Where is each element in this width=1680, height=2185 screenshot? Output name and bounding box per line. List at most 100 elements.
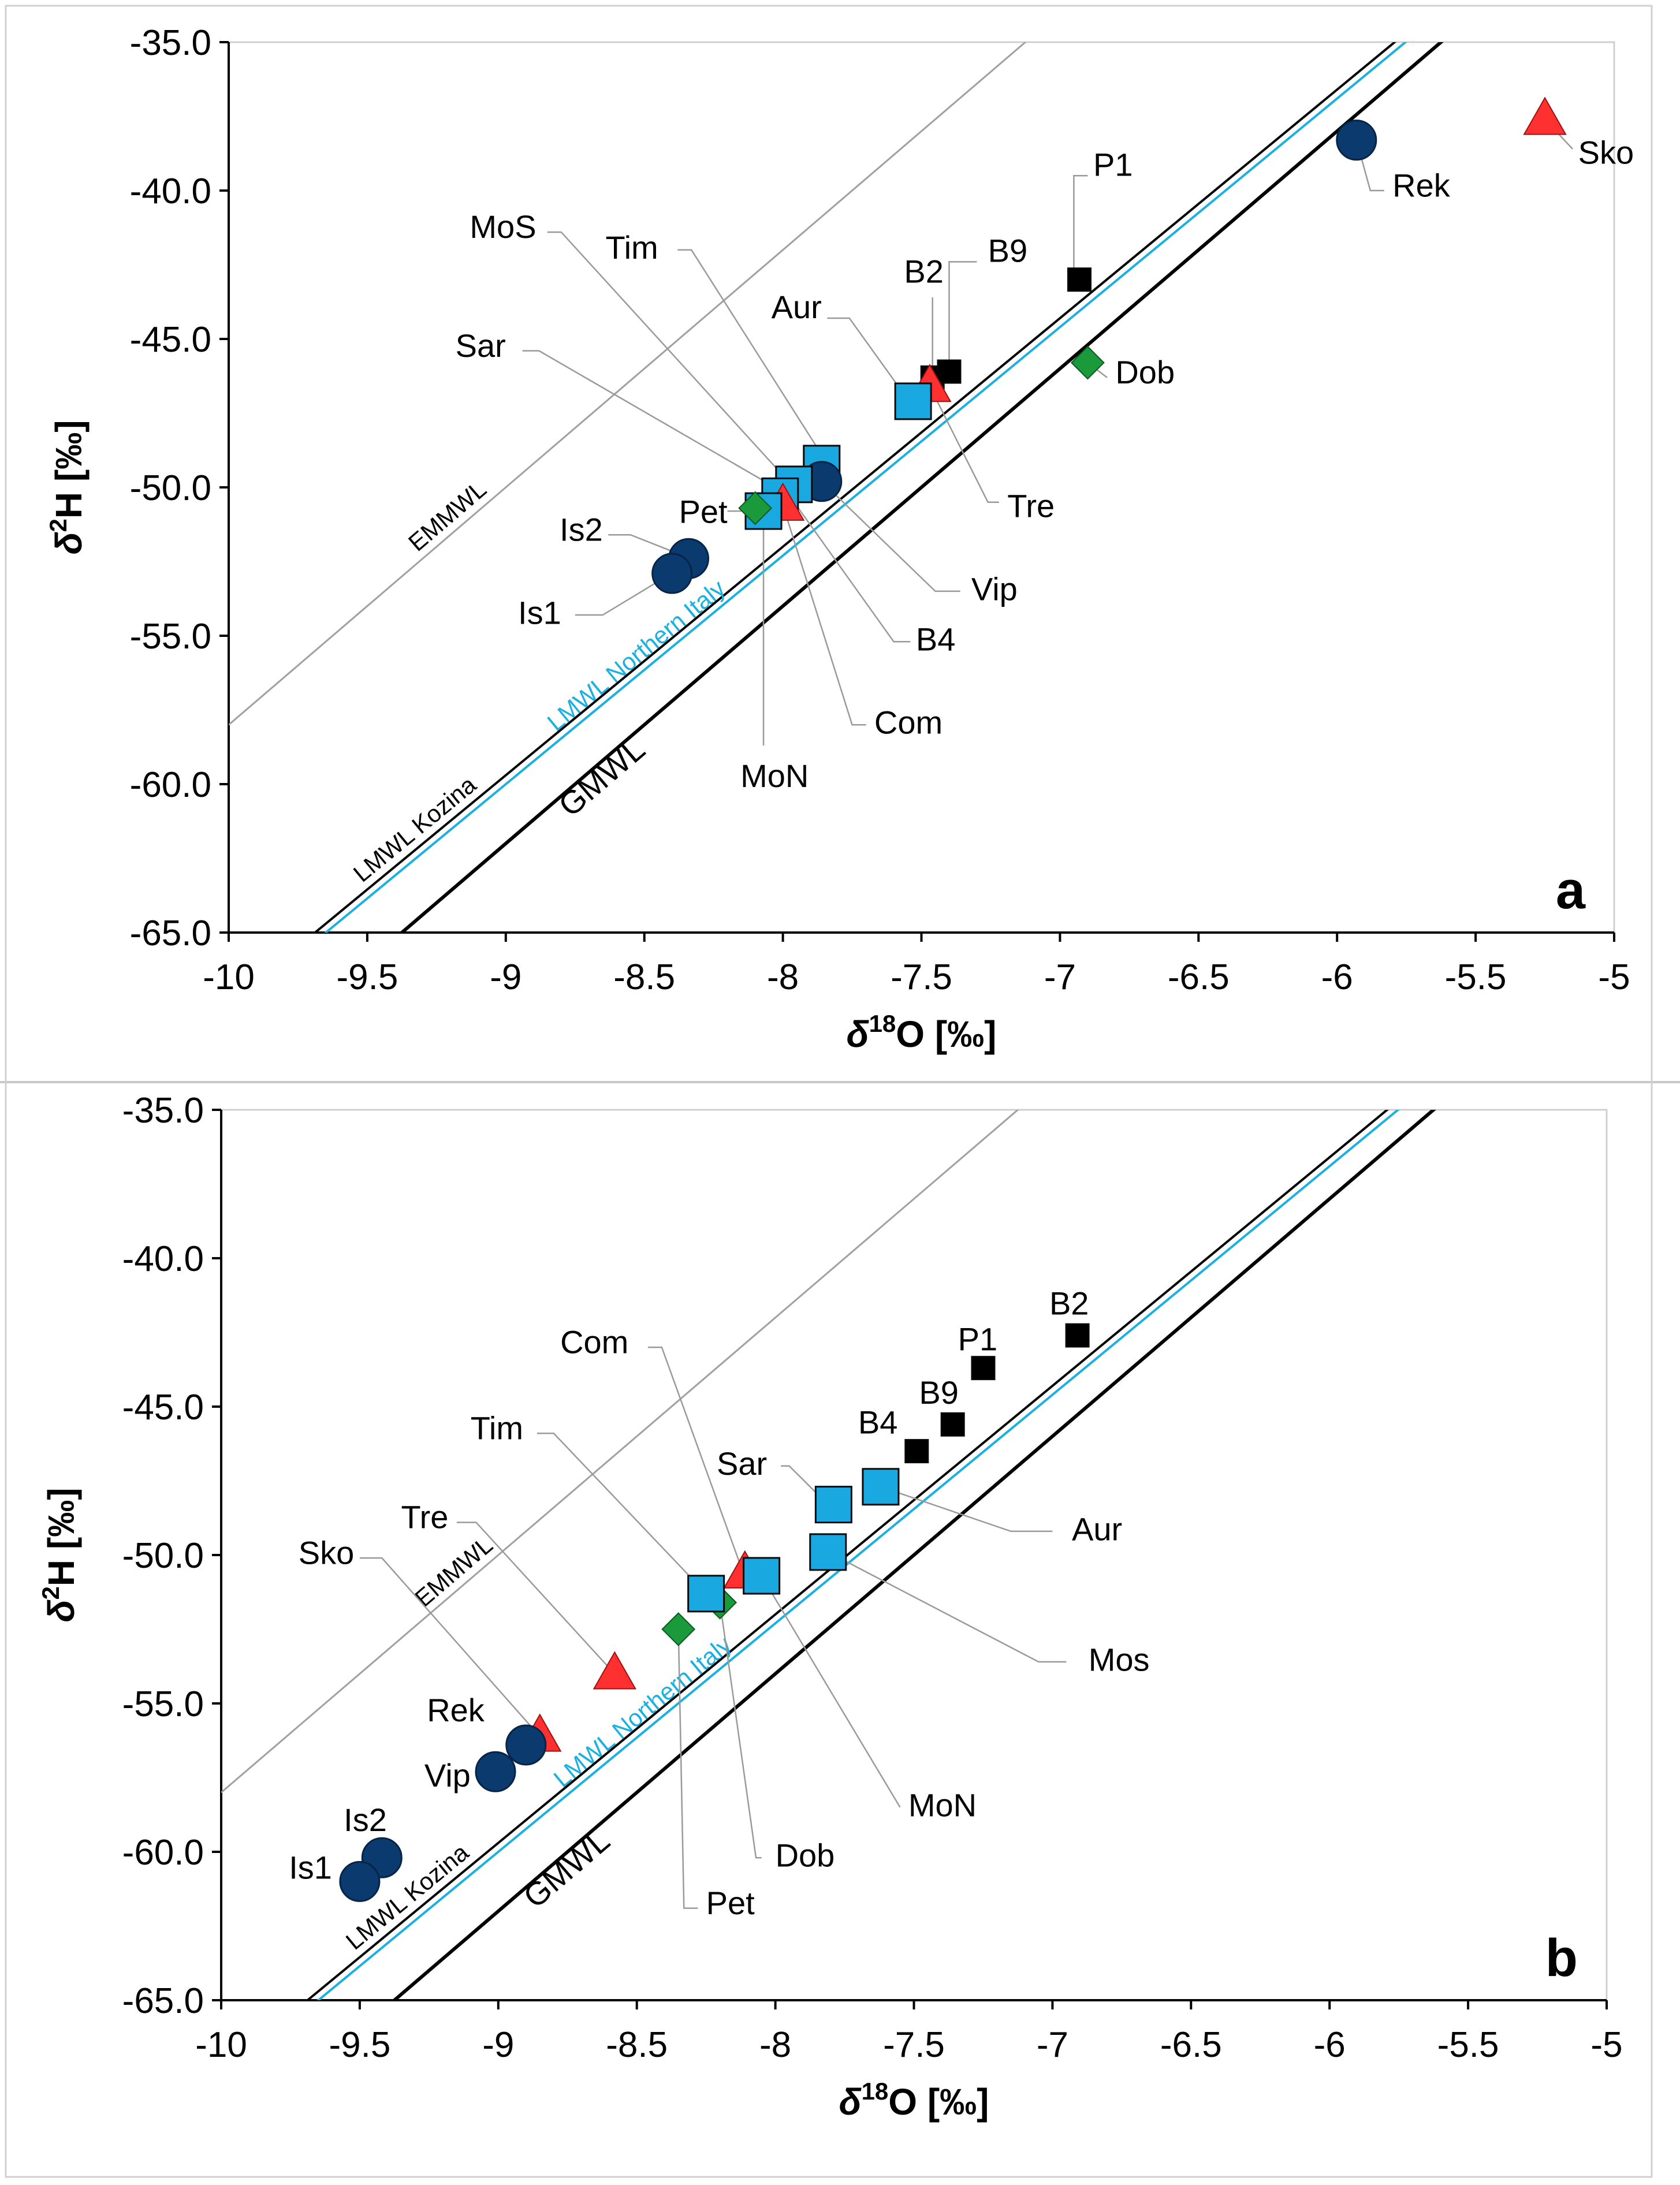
point-label-aur: Aur xyxy=(1072,1511,1122,1547)
y-tick-label: -55.0 xyxy=(130,617,211,657)
point-label-vip: Vip xyxy=(424,1757,471,1794)
x-tick-label: -6.5 xyxy=(1160,2025,1222,2065)
point-label-aur: Aur xyxy=(772,289,822,325)
point-label-tre: Tre xyxy=(401,1499,449,1535)
point-label-tim: Tim xyxy=(605,229,658,266)
y-tick-label: -60.0 xyxy=(130,765,211,805)
point-label-p1: P1 xyxy=(958,1321,998,1357)
panel-letter: a xyxy=(1556,861,1586,920)
point-label-rek: Rek xyxy=(427,1692,485,1728)
y-tick-label: -35.0 xyxy=(130,23,211,63)
point-rek xyxy=(1336,120,1377,161)
x-tick-label: -7 xyxy=(1044,957,1076,997)
point-label-mon: MoN xyxy=(740,758,809,794)
leader-line xyxy=(547,231,789,482)
point-aur xyxy=(894,382,932,420)
leader-line xyxy=(761,1575,901,1808)
leader-line xyxy=(1073,175,1088,277)
line-lmwl-northern-italy xyxy=(324,42,1407,933)
x-tick-label: -7 xyxy=(1037,2025,1068,2065)
y-tick-label: -60.0 xyxy=(122,1833,204,1873)
leader-line xyxy=(821,480,960,592)
point-label-rek: Rek xyxy=(1392,167,1451,203)
leader-line xyxy=(677,249,822,456)
y-tick-label: -45.0 xyxy=(122,1388,204,1427)
leader-line xyxy=(456,1522,610,1669)
point-label-is2: Is2 xyxy=(344,1802,387,1838)
leader-line xyxy=(359,1557,535,1731)
y-tick-label: -65.0 xyxy=(130,913,211,953)
point-label-dob: Dob xyxy=(1115,354,1175,390)
leader-line xyxy=(785,490,911,643)
point-label-mon: MoN xyxy=(908,1787,977,1823)
y-tick-label: -55.0 xyxy=(122,1684,204,1724)
x-tick-label: -8 xyxy=(767,957,799,997)
x-tick-label: -7.5 xyxy=(883,2025,945,2065)
y-tick-label: -40.0 xyxy=(122,1239,204,1279)
point-mon xyxy=(743,1557,781,1595)
point-p1 xyxy=(1067,267,1092,292)
leader-line xyxy=(929,386,999,503)
point-pet xyxy=(738,491,773,525)
leader-line xyxy=(575,576,667,616)
leader-line xyxy=(719,1602,762,1859)
point-b9 xyxy=(940,1412,965,1437)
point-label-b9: B9 xyxy=(988,232,1028,269)
x-tick-label: -8.5 xyxy=(606,2025,668,2065)
point-p1 xyxy=(971,1356,996,1381)
point-label-tim: Tim xyxy=(471,1410,523,1446)
point-label-com: Com xyxy=(560,1323,628,1360)
point-b4 xyxy=(904,1439,929,1464)
x-tick-label: -8.5 xyxy=(613,957,675,997)
leader-line xyxy=(677,1629,698,1909)
leader-line xyxy=(827,317,906,396)
x-tick-label: -5.5 xyxy=(1445,957,1507,997)
y-tick-label: -50.0 xyxy=(122,1536,204,1576)
point-sko xyxy=(1523,96,1567,135)
point-label-p1: P1 xyxy=(1093,146,1133,182)
point-tre xyxy=(593,1651,636,1690)
point-label-tre: Tre xyxy=(1007,487,1055,524)
point-label-pet: Pet xyxy=(679,494,728,530)
leader-line xyxy=(880,1486,1053,1533)
y-tick-label: -50.0 xyxy=(130,468,211,508)
x-tick-label: -9 xyxy=(482,2025,514,2065)
x-axis-title: δ18O [‰] xyxy=(839,2078,989,2123)
line-lmwl-kozina xyxy=(313,42,1397,933)
y-tick-label: -35.0 xyxy=(122,1091,204,1131)
line-gmwl xyxy=(399,42,1444,933)
line-emmwl xyxy=(229,42,1027,726)
y-tick-label: -45.0 xyxy=(130,320,211,360)
y-tick-label: -40.0 xyxy=(130,171,211,211)
point-label-pet: Pet xyxy=(706,1885,755,1921)
leader-line xyxy=(608,534,684,557)
figure-border xyxy=(5,5,1653,2178)
x-tick-label: -10 xyxy=(195,2025,247,2065)
x-axis-title: δ18O [‰] xyxy=(847,1010,997,1055)
leader-line xyxy=(948,261,977,369)
point-label-mos: MoS xyxy=(470,208,536,245)
line-lmwl-northern-italy xyxy=(316,1110,1400,2000)
x-tick-label: -9.5 xyxy=(329,2025,390,2065)
leader-line xyxy=(537,1433,704,1591)
x-tick-label: -9.5 xyxy=(336,957,398,997)
x-tick-label: -9 xyxy=(490,957,521,997)
x-tick-label: -6 xyxy=(1321,957,1353,997)
x-tick-label: -6.5 xyxy=(1168,957,1230,997)
point-label-b2: B2 xyxy=(904,253,944,289)
x-tick-label: -5 xyxy=(1590,2025,1622,2065)
point-label-sko: Sko xyxy=(1578,135,1634,171)
point-label-b4: B4 xyxy=(858,1404,898,1440)
point-label-is2: Is2 xyxy=(560,512,603,548)
x-tick-label: -8 xyxy=(759,2025,791,2065)
leader-line xyxy=(828,1551,1067,1663)
leader-line xyxy=(647,1346,743,1571)
x-tick-label: -10 xyxy=(203,957,255,997)
point-tim xyxy=(687,1575,725,1613)
point-label-sar: Sar xyxy=(456,327,506,364)
y-tick-label: -65.0 xyxy=(122,1981,204,2021)
point-label-sar: Sar xyxy=(717,1445,767,1482)
y-axis-title: δ2H [‰] xyxy=(44,420,90,554)
point-mos xyxy=(809,1533,847,1571)
